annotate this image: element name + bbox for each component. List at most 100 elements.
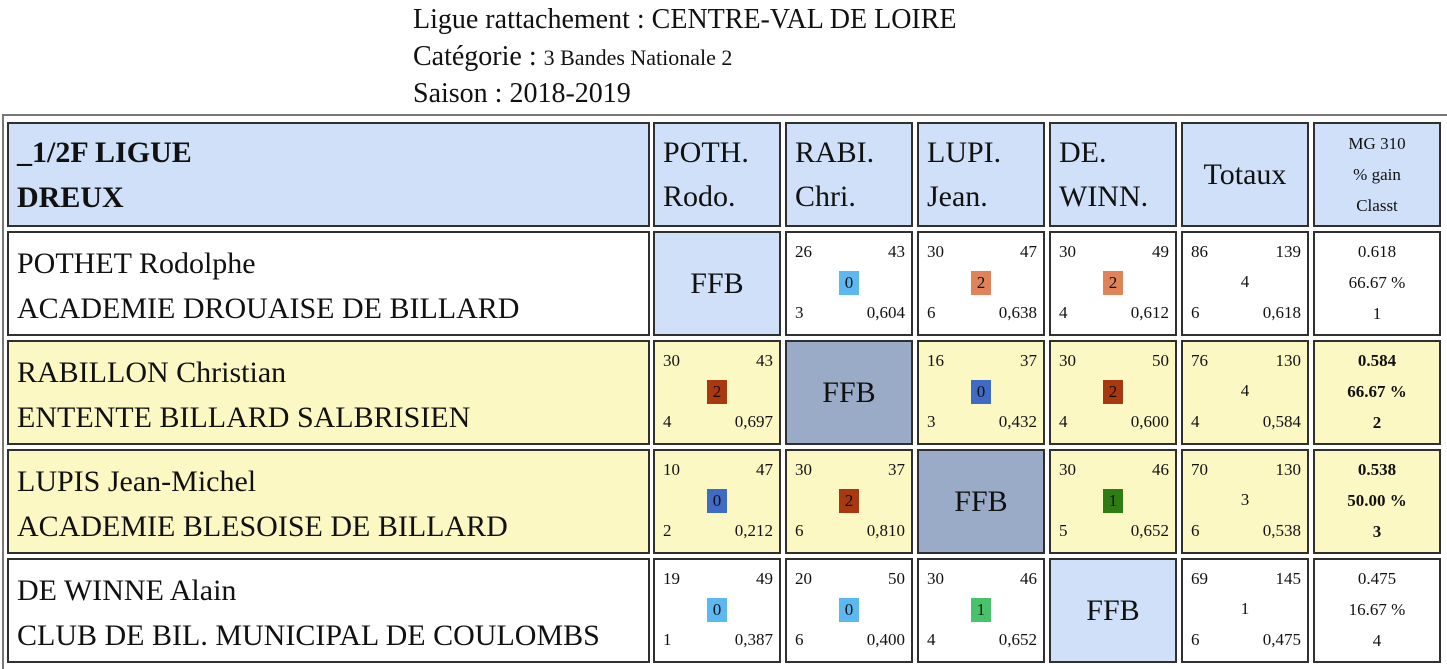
match-average: 0,652 [1130, 521, 1169, 540]
match-distance: 49 [1152, 242, 1169, 261]
ffb-cell: FFB [653, 231, 781, 336]
column-header-pothet: POTH. Rodo. [653, 122, 781, 227]
player-name: LUPIS Jean-Michel [17, 465, 257, 498]
total-average: 0,538 [1262, 521, 1301, 540]
match-result-badge: 1 [971, 598, 991, 622]
player-club: ENTENTE BILLARD SALBRISIEN [17, 401, 471, 434]
match-distance: 37 [1020, 351, 1037, 370]
match-reprises: 3 [927, 412, 936, 431]
ligue-title: Ligue rattachement : CENTRE-VAL DE LOIRE [413, 4, 957, 35]
match-points: 19 [663, 569, 680, 588]
match-points: 10 [663, 460, 680, 479]
categorie-label: Catégorie : [413, 41, 544, 72]
match-distance: 43 [756, 351, 773, 370]
ffb-label: FFB [1086, 593, 1140, 627]
match-average: 0,612 [1130, 303, 1169, 322]
team-name-line1: _1/2F LIGUE [17, 136, 192, 169]
match-cell: 10 47 0 2 0,212 [653, 449, 781, 554]
match-cell: 30 47 2 6 0,638 [917, 231, 1045, 336]
match-average: 0,400 [866, 630, 905, 649]
mg-header-line1: MG 310 [1348, 134, 1406, 153]
total-match-points: 1 [1240, 599, 1250, 618]
total-points: 69 [1191, 569, 1208, 588]
ranking: 3 [1372, 522, 1382, 541]
total-average: 0,475 [1262, 630, 1301, 649]
match-distance: 49 [756, 569, 773, 588]
column-header-lupis: LUPI. Jean. [917, 122, 1045, 227]
match-reprises: 3 [795, 303, 804, 322]
match-distance: 43 [888, 242, 905, 261]
totals-cell: 69 145 1 6 0,475 [1181, 558, 1309, 663]
win-percentage: 16.67 % [1348, 600, 1406, 619]
total-points: 86 [1191, 242, 1208, 261]
match-points: 16 [927, 351, 944, 370]
total-average: 0,584 [1262, 412, 1301, 431]
column-header-line2: WINN. [1059, 180, 1149, 213]
total-points: 76 [1191, 351, 1208, 370]
match-distance: 46 [1152, 460, 1169, 479]
match-distance: 47 [756, 460, 773, 479]
win-percentage: 50.00 % [1347, 491, 1407, 510]
total-reprises: 6 [1191, 303, 1200, 322]
match-average: 0,600 [1130, 412, 1169, 431]
match-average: 0,652 [998, 630, 1037, 649]
total-distance: 139 [1275, 242, 1302, 261]
team-header: _1/2F LIGUE DREUX [7, 122, 650, 227]
match-points: 30 [795, 460, 812, 479]
match-result-badge: 2 [839, 489, 859, 513]
match-points: 30 [663, 351, 680, 370]
mg-value: 0.584 [1357, 351, 1397, 370]
match-average: 0,604 [866, 303, 905, 322]
mg-header-line2: % gain [1353, 165, 1401, 184]
match-reprises: 4 [927, 630, 936, 649]
mg-value: 0.538 [1357, 460, 1397, 479]
match-distance: 47 [1020, 242, 1037, 261]
match-distance: 50 [1152, 351, 1169, 370]
total-reprises: 6 [1191, 630, 1200, 649]
column-header-line1: DE. [1059, 136, 1107, 169]
ffb-cell: FFB [917, 449, 1045, 554]
categorie-value: 3 Bandes Nationale 2 [543, 45, 733, 70]
ffb-label: FFB [954, 484, 1008, 518]
match-points: 30 [1059, 242, 1076, 261]
player-cell-lupis: LUPIS Jean-Michel ACADEMIE BLESOISE DE BI… [7, 449, 650, 554]
match-result-badge: 2 [707, 380, 727, 404]
match-result-badge: 0 [707, 489, 727, 513]
match-reprises: 4 [1059, 303, 1068, 322]
column-header-dewinne: DE. WINN. [1049, 122, 1177, 227]
player-cell-dewinne: DE WINNE Alain CLUB DE BIL. MUNICIPAL DE … [7, 558, 650, 663]
total-match-points: 4 [1240, 381, 1250, 400]
match-result-badge: 1 [1103, 489, 1123, 513]
match-result-badge: 2 [971, 271, 991, 295]
match-cell: 30 46 1 5 0,652 [1049, 449, 1177, 554]
mg-header: MG 310 % gain Classt [1313, 122, 1441, 227]
match-reprises: 6 [927, 303, 936, 322]
match-reprises: 6 [795, 630, 804, 649]
player-club: ACADEMIE BLESOISE DE BILLARD [17, 510, 508, 543]
totals-header-label: Totaux [1203, 157, 1287, 191]
total-distance: 145 [1275, 569, 1302, 588]
match-reprises: 4 [663, 412, 672, 431]
ranking: 1 [1372, 304, 1382, 323]
total-average: 0,618 [1262, 303, 1301, 322]
total-points: 70 [1191, 460, 1208, 479]
ffb-cell: FFB [785, 340, 913, 445]
total-distance: 130 [1275, 460, 1302, 479]
player-cell-pothet: POTHET Rodolphe ACADEMIE DROUAISE DE BILL… [7, 231, 650, 336]
results-table-frame [2, 114, 1447, 669]
match-reprises: 4 [1059, 412, 1068, 431]
totals-header: Totaux [1181, 122, 1309, 227]
ffb-label: FFB [690, 266, 744, 300]
column-header-line2: Jean. [927, 180, 988, 213]
match-distance: 37 [888, 460, 905, 479]
mg-cell: 0.618 66.67 % 1 [1313, 231, 1441, 336]
totals-cell: 86 139 4 6 0,618 [1181, 231, 1309, 336]
match-distance: 50 [888, 569, 905, 588]
totals-cell: 76 130 4 4 0,584 [1181, 340, 1309, 445]
totals-cell: 70 130 3 6 0,538 [1181, 449, 1309, 554]
match-cell: 26 43 0 3 0,604 [785, 231, 913, 336]
match-result-badge: 2 [1103, 271, 1123, 295]
match-result-badge: 0 [839, 271, 859, 295]
player-name: RABILLON Christian [17, 356, 287, 389]
match-result-badge: 0 [707, 598, 727, 622]
